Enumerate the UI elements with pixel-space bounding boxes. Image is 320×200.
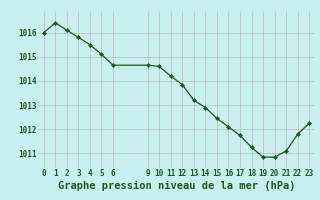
X-axis label: Graphe pression niveau de la mer (hPa): Graphe pression niveau de la mer (hPa)	[58, 181, 295, 191]
